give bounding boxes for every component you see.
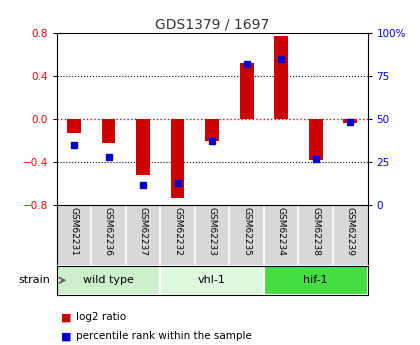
Text: ■: ■	[61, 313, 71, 322]
Bar	[264, 266, 368, 295]
Bar	[67, 119, 81, 133]
Text: GSM62234: GSM62234	[277, 207, 286, 256]
Text: GSM62231: GSM62231	[69, 207, 79, 256]
Text: GSM62237: GSM62237	[139, 207, 147, 256]
Bar	[136, 119, 150, 175]
Bar	[240, 63, 254, 119]
Text: GSM62232: GSM62232	[173, 207, 182, 256]
Text: log2 ratio: log2 ratio	[76, 313, 126, 322]
Bar	[57, 266, 160, 295]
Text: GSM62233: GSM62233	[207, 207, 217, 256]
Text: percentile rank within the sample: percentile rank within the sample	[76, 332, 252, 341]
Text: hif-1: hif-1	[303, 275, 328, 285]
Text: GSM62239: GSM62239	[346, 207, 355, 256]
Text: ■: ■	[61, 332, 71, 341]
Text: vhl-1: vhl-1	[198, 275, 226, 285]
Text: wild type: wild type	[83, 275, 134, 285]
Text: GSM62236: GSM62236	[104, 207, 113, 256]
Bar	[274, 36, 288, 119]
Bar	[171, 119, 184, 198]
Text: strain: strain	[18, 275, 50, 285]
Bar	[102, 119, 116, 143]
Bar	[309, 119, 323, 160]
Text: GSM62235: GSM62235	[242, 207, 251, 256]
Title: GDS1379 / 1697: GDS1379 / 1697	[155, 18, 269, 32]
Bar	[160, 266, 264, 295]
Bar	[343, 119, 357, 123]
Text: GSM62238: GSM62238	[311, 207, 320, 256]
Bar	[205, 119, 219, 141]
